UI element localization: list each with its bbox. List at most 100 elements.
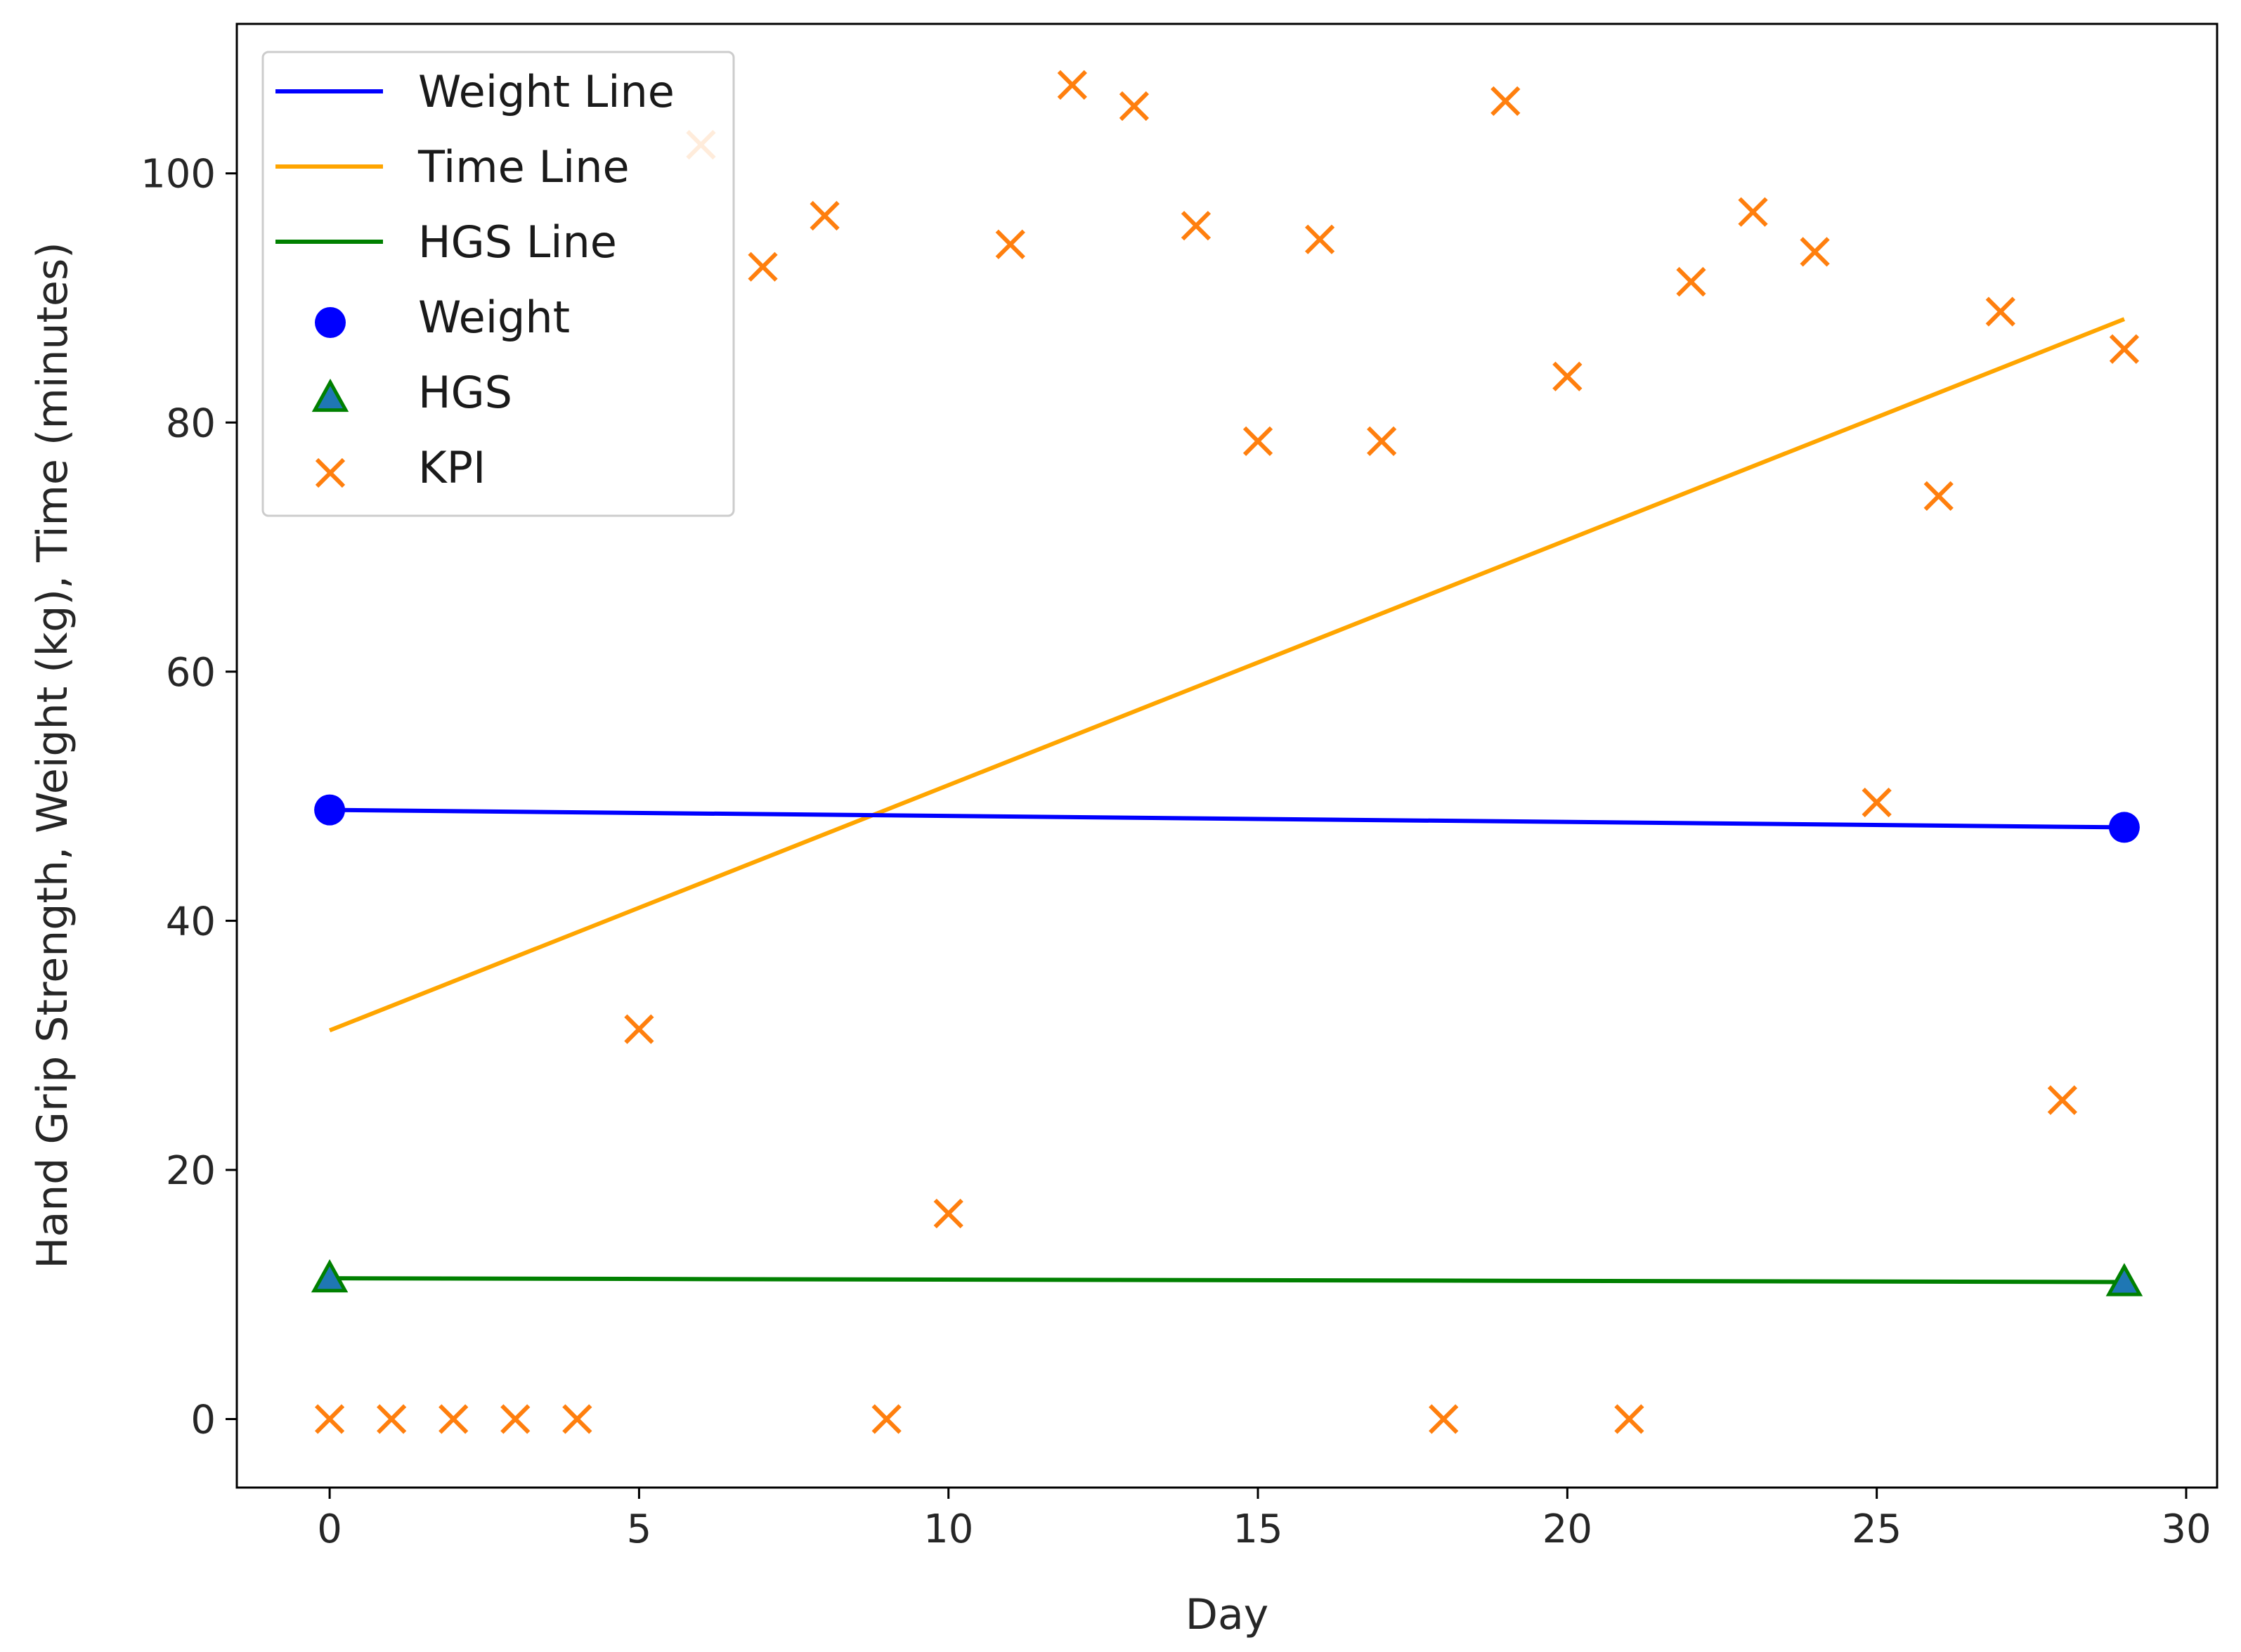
x-marker-stroke: [500, 1404, 531, 1434]
data-point: [2105, 1263, 2143, 1296]
y-axis: 0 20 40 60 80 100: [141, 152, 237, 1443]
legend-label: Weight Line: [418, 66, 675, 117]
data-point: [1242, 426, 1273, 456]
x-tick-label: 20: [1542, 1507, 1592, 1552]
legend-label: Weight: [418, 292, 570, 343]
data-point: [1057, 70, 1087, 100]
legend-label: HGS: [418, 367, 512, 418]
x-marker-stroke: [1057, 70, 1087, 100]
series-time-line: [328, 317, 2126, 1033]
data-point: [1800, 237, 1830, 267]
legend-swatch: [315, 457, 346, 488]
legend-item: Time Line: [275, 141, 630, 193]
data-point: [624, 1014, 654, 1044]
data-point: [1181, 211, 1212, 241]
series-weight: [314, 794, 2140, 843]
data-point: [933, 1198, 963, 1229]
data-point: [1738, 197, 1768, 227]
x-marker-stroke: [1490, 86, 1521, 117]
x-tick-label: 5: [627, 1507, 652, 1552]
data-point: [1923, 481, 1954, 511]
x-marker-stroke: [624, 1014, 654, 1044]
x-marker-stroke: [562, 1404, 592, 1434]
x-marker-stroke: [1367, 426, 1397, 456]
x-marker-stroke: [1552, 361, 1583, 391]
x-marker-stroke: [314, 1404, 345, 1434]
data-point: [2108, 812, 2140, 843]
series-line: [330, 1276, 2124, 1284]
data-point: [1367, 426, 1397, 456]
x-marker-stroke: [439, 1404, 469, 1434]
x-marker-stroke: [1181, 211, 1212, 241]
legend-label: Time Line: [417, 141, 630, 193]
x-axis: 0 5 10 15 20 25 30: [317, 1488, 2211, 1552]
y-tick-label: 100: [141, 152, 216, 197]
data-point: [1862, 787, 1892, 818]
legend-item: HGS: [311, 367, 512, 418]
y-tick-label: 60: [166, 650, 216, 696]
x-axis-label: Day: [1186, 1590, 1268, 1639]
x-marker-stroke: [871, 1404, 902, 1434]
x-marker-stroke: [995, 229, 1025, 259]
x-marker-stroke: [2047, 1085, 2077, 1115]
legend-item: Weight Line: [275, 66, 675, 117]
x-marker-stroke: [748, 252, 778, 282]
data-point: [1490, 86, 1521, 117]
x-marker-stroke: [1242, 426, 1273, 456]
legend-item: KPI: [315, 442, 486, 493]
series-hgs-line: [330, 1276, 2124, 1284]
x-marker-stroke: [1738, 197, 1768, 227]
series-line: [328, 317, 2126, 1033]
x-marker-stroke: [1304, 224, 1335, 254]
x-tick-label: 15: [1233, 1507, 1282, 1552]
series-hgs: [311, 1259, 2143, 1296]
x-marker-stroke: [1614, 1404, 1644, 1434]
data-point: [1429, 1404, 1459, 1434]
x-marker-stroke: [1800, 237, 1830, 267]
legend-item: HGS Line: [275, 216, 617, 268]
data-point: [314, 1404, 345, 1434]
y-tick-label: 0: [190, 1397, 216, 1443]
legend: Weight Line Time Line HGS Line Weight HGS KPI: [261, 51, 735, 517]
legend-swatch: [315, 307, 346, 338]
data-point: [2047, 1085, 2077, 1115]
y-tick-label: 20: [166, 1148, 216, 1194]
x-marker-stroke: [315, 457, 346, 488]
y-axis-label: Hand Grip Strength, Weight (kg), Time (m…: [28, 242, 77, 1268]
data-point: [314, 794, 346, 826]
legend-swatch: [311, 378, 349, 412]
series-kpi: [314, 70, 2140, 1434]
x-marker-stroke: [1985, 297, 2015, 327]
x-marker-stroke: [1429, 1404, 1459, 1434]
data-point: [1614, 1404, 1644, 1434]
data-point: [500, 1404, 531, 1434]
x-tick-label: 30: [2161, 1507, 2211, 1552]
x-marker-stroke: [933, 1198, 963, 1229]
data-point: [1552, 361, 1583, 391]
series-line: [330, 807, 2124, 830]
plot-frame: [235, 22, 2219, 1489]
data-point: [562, 1404, 592, 1434]
data-point: [810, 200, 840, 231]
data-point: [1676, 266, 1706, 297]
x-tick-label: 25: [1852, 1507, 1902, 1552]
data-point: [871, 1404, 902, 1434]
data-point: [439, 1404, 469, 1434]
data-point: [1119, 91, 1150, 122]
x-marker-stroke: [1862, 787, 1892, 818]
legend-box: [261, 51, 735, 517]
plot-area: [311, 70, 2143, 1434]
x-marker-stroke: [810, 200, 840, 231]
x-tick-label: 0: [317, 1507, 342, 1552]
x-marker-stroke: [2109, 334, 2140, 364]
legend-label: HGS Line: [418, 216, 617, 268]
legend-item: Weight: [315, 292, 570, 343]
legend-label: KPI: [418, 442, 486, 493]
data-point: [311, 1259, 349, 1293]
series-weight-line: [330, 807, 2124, 830]
x-tick-label: 10: [923, 1507, 973, 1552]
y-tick-label: 80: [166, 401, 216, 446]
data-point: [748, 252, 778, 282]
data-point: [1985, 297, 2015, 327]
